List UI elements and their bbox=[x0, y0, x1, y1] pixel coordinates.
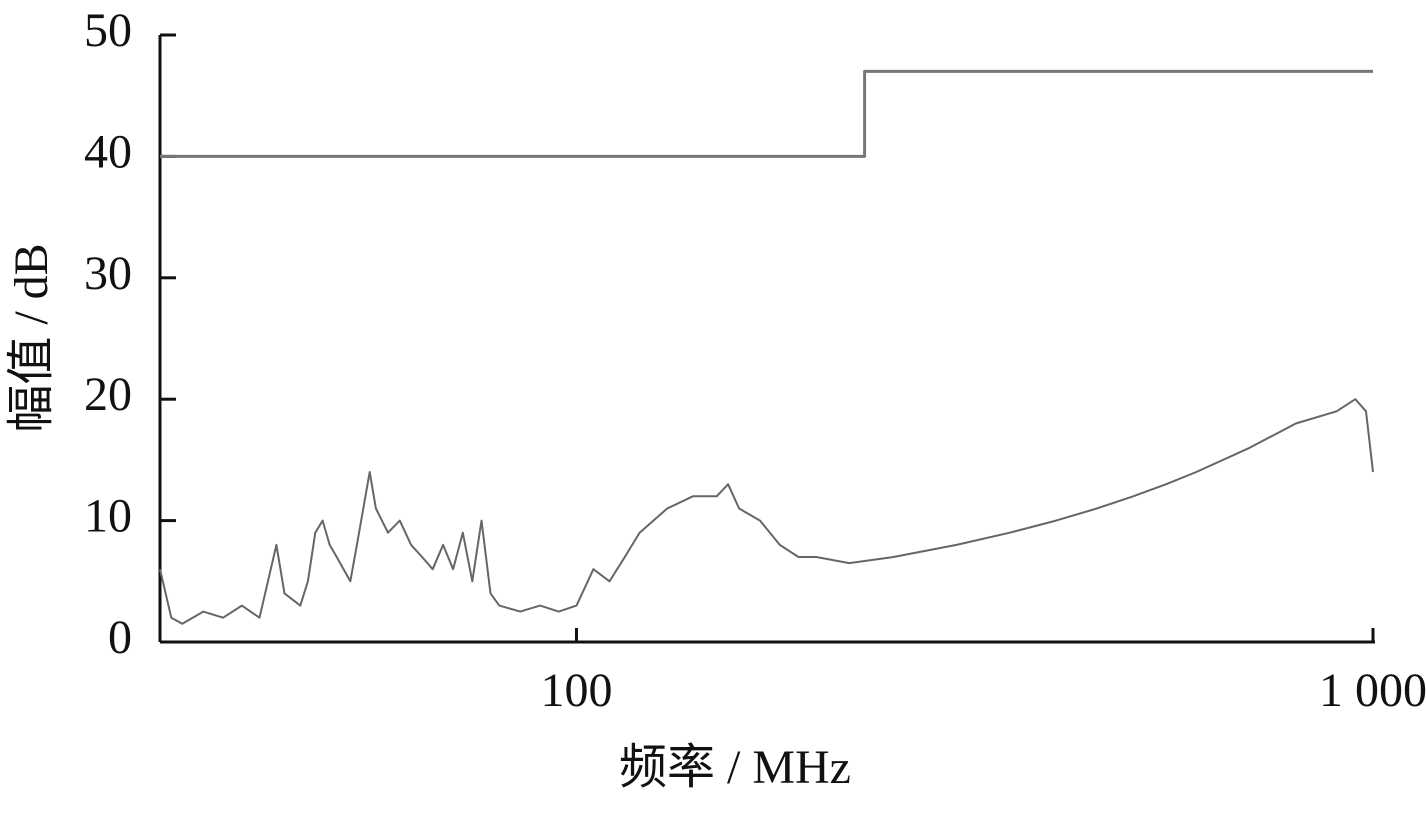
y-tick-label: 30 bbox=[84, 247, 132, 300]
y-tick-label: 0 bbox=[108, 611, 132, 664]
y-axis-label: 幅值 / dB bbox=[5, 243, 58, 432]
x-tick-label: 1 000 bbox=[1319, 664, 1426, 717]
y-tick-label: 40 bbox=[84, 125, 132, 178]
y-tick-label: 20 bbox=[84, 368, 132, 421]
y-tick-label: 10 bbox=[84, 490, 132, 543]
x-axis-label: 频率 / MHz bbox=[619, 741, 851, 794]
measured-line bbox=[159, 398, 1374, 625]
x-tick-label: 100 bbox=[540, 664, 612, 717]
limit-line bbox=[160, 69, 1373, 158]
y-tick-label: 50 bbox=[84, 4, 132, 57]
